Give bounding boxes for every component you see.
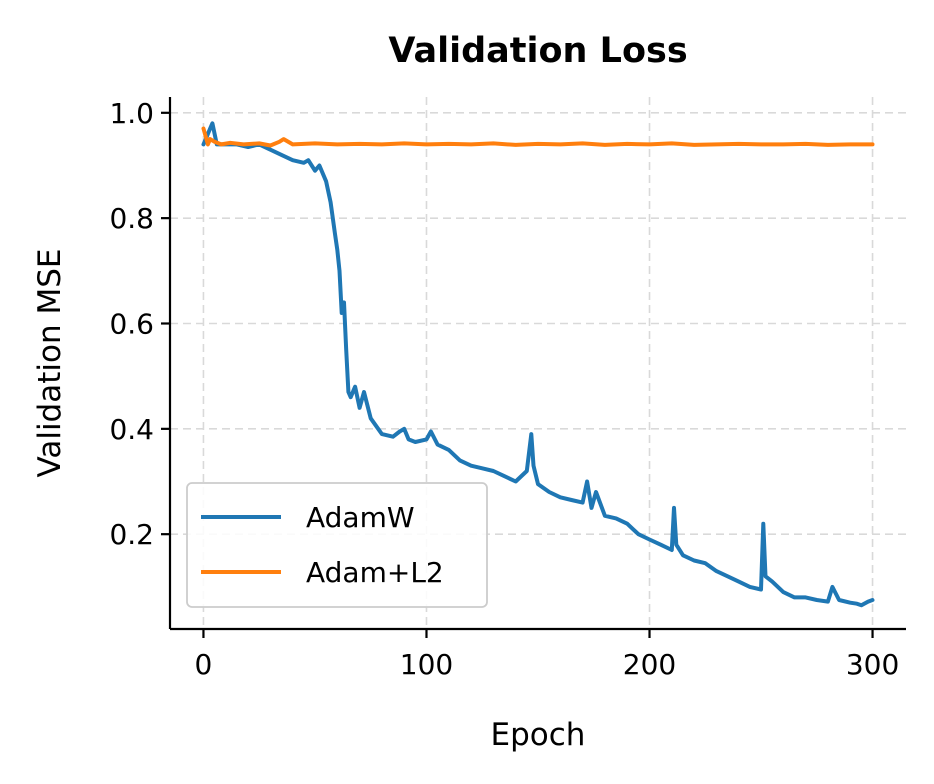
axes-layer xyxy=(168,97,906,631)
y-tick-label: 0.6 xyxy=(109,307,154,340)
legend-label-adam-l2: Adam+L2 xyxy=(306,556,444,589)
legend: AdamW Adam+L2 xyxy=(186,482,488,608)
x-tick-label: 300 xyxy=(846,648,899,681)
x-axis-label: Epoch xyxy=(491,717,586,753)
ticks-layer: 0 100 200 300 0.2 0.4 0.6 0.8 1.0 xyxy=(109,97,899,681)
series-layer xyxy=(201,121,875,608)
legend-box xyxy=(186,482,488,608)
y-tick-label: 0.4 xyxy=(109,413,154,446)
y-tick-label: 1.0 xyxy=(109,97,154,130)
legend-label-adamw: AdamW xyxy=(306,501,415,534)
series-line-adam-l2 xyxy=(201,126,875,148)
y-tick-label: 0.2 xyxy=(109,518,154,551)
x-tick-label: 200 xyxy=(623,648,676,681)
y-tick-label: 0.8 xyxy=(109,202,154,235)
series-line-adamw xyxy=(201,121,875,608)
x-tick-label: 0 xyxy=(195,648,213,681)
x-tick-label: 100 xyxy=(400,648,453,681)
chart-title: Validation Loss xyxy=(388,31,687,71)
y-axis-label: Validation MSE xyxy=(32,249,68,478)
